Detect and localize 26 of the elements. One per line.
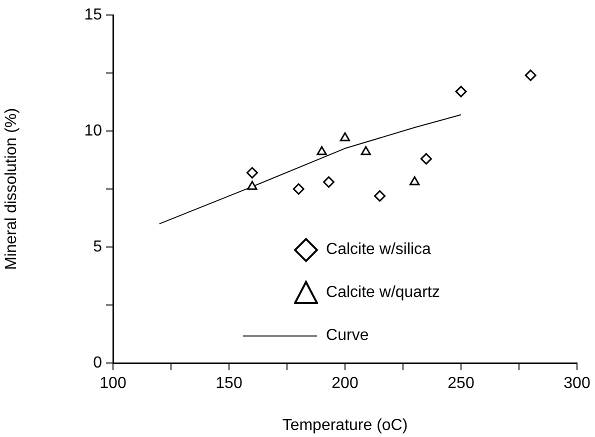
x-tick-label: 100 bbox=[100, 375, 126, 392]
x-tick-label: 200 bbox=[332, 375, 358, 392]
point bbox=[410, 176, 420, 186]
point bbox=[360, 146, 371, 156]
point bbox=[374, 190, 386, 202]
y-tick-label: 5 bbox=[93, 238, 102, 256]
point bbox=[524, 70, 536, 82]
legend-label: Calcite w/quartz bbox=[326, 284, 440, 302]
point bbox=[316, 146, 327, 156]
point bbox=[323, 176, 335, 188]
x-tick-label: 150 bbox=[216, 375, 242, 392]
point bbox=[420, 153, 432, 165]
point bbox=[340, 132, 350, 142]
point bbox=[246, 167, 258, 179]
x-axis-title: Temperature (oC) bbox=[282, 416, 408, 434]
x-tick-label: 250 bbox=[448, 375, 474, 392]
legend-label: Curve bbox=[326, 326, 369, 344]
y-axis-title: Mineral dissolution (%) bbox=[3, 108, 20, 270]
x-tick-label: 300 bbox=[564, 375, 590, 392]
y-tick-label: 0 bbox=[93, 354, 102, 372]
point bbox=[455, 86, 467, 98]
point bbox=[247, 180, 258, 190]
legend-label: Calcite w/silica bbox=[326, 240, 431, 258]
y-tick-label: 10 bbox=[84, 122, 102, 140]
point bbox=[292, 183, 304, 195]
y-tick-label: 15 bbox=[84, 6, 102, 24]
